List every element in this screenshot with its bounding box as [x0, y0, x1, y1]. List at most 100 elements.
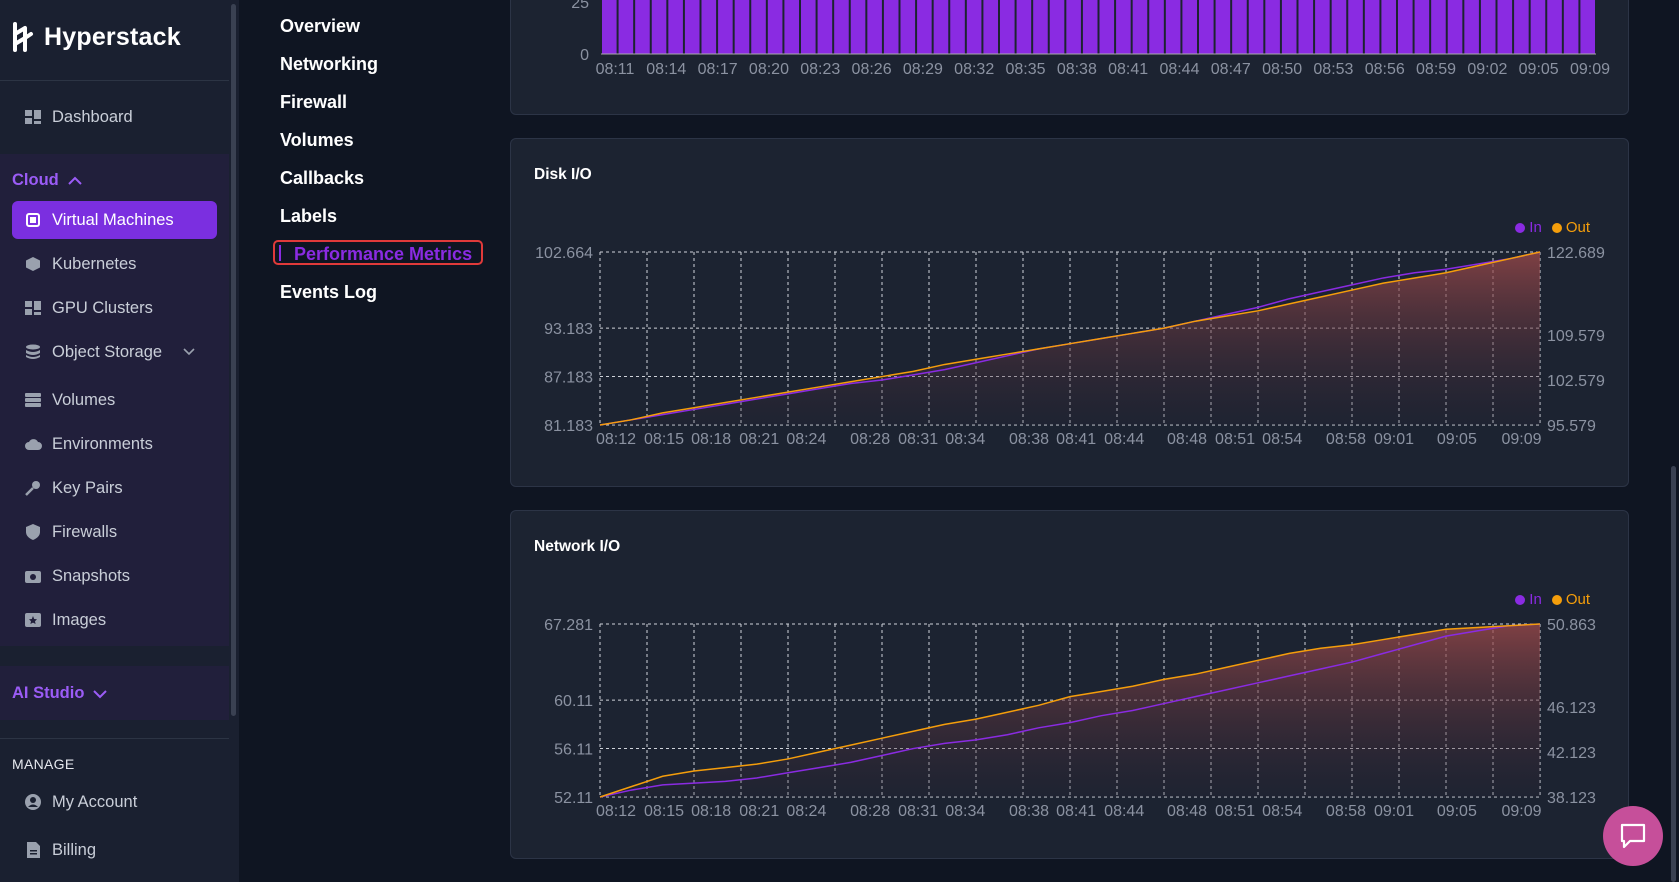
x-tick-label: 08:38: [1057, 61, 1097, 78]
x-tick-label: 08:53: [1313, 61, 1353, 78]
sidebar-item-virtual-machines[interactable]: Virtual Machines: [12, 201, 217, 239]
bar: [651, 0, 667, 54]
sidebar-item-object-storage[interactable]: Object Storage: [12, 333, 217, 371]
divider: [0, 80, 229, 81]
bar: [635, 0, 650, 54]
legend-label: In: [1529, 591, 1542, 608]
legend-in[interactable]: In: [1515, 219, 1542, 236]
y-tick-label: 67.281: [544, 617, 593, 634]
bar: [1398, 0, 1413, 54]
x-tick-label: 09:01: [1374, 803, 1414, 820]
x-tick-label: 08:24: [786, 431, 826, 448]
y-tick-label: 56.11: [554, 742, 593, 759]
database-icon: [24, 343, 42, 361]
legend-in[interactable]: In: [1515, 591, 1542, 608]
cloud-group-toggle[interactable]: Cloud: [12, 171, 83, 190]
bar: [1381, 0, 1396, 54]
sidebar-item-volumes[interactable]: Volumes: [12, 381, 217, 419]
chevron-down-icon: [183, 348, 195, 356]
tab-volumes[interactable]: Volumes: [280, 130, 354, 150]
sidebar-item-environments[interactable]: Environments: [12, 425, 217, 463]
ai-studio-group: [0, 666, 229, 720]
x-tick-label: 08:21: [739, 803, 779, 820]
bar: [1447, 0, 1463, 54]
x-tick-label: 08:12: [596, 803, 636, 820]
x-tick-label: 08:50: [1262, 61, 1302, 78]
bar: [917, 0, 932, 54]
sidebar-item-label: Volumes: [52, 390, 116, 409]
document-icon: [24, 841, 42, 859]
series-line-out: [599, 623, 1541, 798]
sidebar-item-kubernetes[interactable]: Kubernetes: [12, 245, 217, 283]
x-tick-label: 09:09: [1501, 803, 1541, 820]
sidebar-item-snapshots[interactable]: Snapshots: [12, 557, 217, 595]
bar: [1232, 0, 1247, 54]
y-right-tick-label: 109.579: [1547, 328, 1605, 345]
bar: [1464, 0, 1479, 54]
series-line-out: [599, 251, 1541, 426]
x-tick-label: 09:05: [1519, 61, 1559, 78]
bar: [1265, 0, 1280, 54]
x-tick-label: 08:47: [1211, 61, 1251, 78]
sidebar-item-label: Environments: [52, 434, 153, 453]
legend-label: In: [1529, 219, 1542, 236]
sidebar-item-dashboard[interactable]: Dashboard: [12, 98, 217, 136]
y-right-tick-label: 50.863: [1547, 617, 1596, 634]
sidebar-item-gpu-clusters[interactable]: GPU Clusters: [12, 289, 217, 327]
sidebar-item-label: Key Pairs: [52, 478, 123, 497]
x-tick-label: 08:38: [1009, 431, 1049, 448]
hyperstack-logo-icon: [13, 22, 33, 52]
tab-performance-metrics[interactable]: Performance Metrics: [294, 244, 473, 264]
sidebar-item-billing[interactable]: Billing: [12, 831, 217, 869]
bar: [1082, 0, 1098, 54]
bar: [767, 0, 783, 54]
tab-callbacks[interactable]: Callbacks: [280, 168, 365, 188]
y-tick-label: 87.183: [544, 370, 593, 387]
sidebar-item-label: Dashboard: [52, 107, 133, 126]
chat-support-button[interactable]: [1603, 806, 1663, 866]
cloud-group-label: Cloud: [12, 171, 59, 189]
brand-logo[interactable]: Hyperstack: [12, 22, 181, 52]
x-tick-label: 08:29: [903, 61, 943, 78]
network-io-card: Network I/O In Out 67.281 60.11 56.11 52.11…: [510, 510, 1629, 859]
tab-events-log[interactable]: Events Log: [280, 282, 378, 302]
x-tick-label: 08:51: [1215, 431, 1255, 448]
bar: [983, 0, 998, 54]
ai-studio-toggle[interactable]: AI Studio: [12, 684, 108, 703]
legend-out[interactable]: Out: [1551, 219, 1590, 236]
x-tick-label: 08:12: [596, 431, 636, 448]
bar: [1066, 0, 1081, 54]
page-scrollbar[interactable]: [1671, 466, 1676, 882]
bar: [966, 0, 982, 54]
sidebar-item-images[interactable]: Images: [12, 601, 217, 639]
sidebar-item-my-account[interactable]: My Account: [12, 783, 217, 821]
cube-icon: [24, 255, 42, 273]
bar: [900, 0, 916, 54]
x-tick-label: 08:18: [691, 803, 731, 820]
sidebar-item-firewalls[interactable]: Firewalls: [12, 513, 217, 551]
bar: [751, 0, 766, 54]
bar: [1364, 0, 1380, 54]
x-tick-label: 08:48: [1167, 803, 1207, 820]
sidebar-item-label: Firewalls: [52, 522, 118, 541]
y-tick-label: 0: [580, 47, 589, 64]
tab-firewall[interactable]: Firewall: [280, 92, 348, 112]
disk-icon: [24, 391, 42, 409]
bar: [1497, 0, 1513, 54]
x-tick-label: 08:48: [1167, 431, 1207, 448]
sidebar-scrollbar[interactable]: [231, 4, 236, 716]
x-tick-label: 08:28: [850, 431, 890, 448]
x-tick-label: 08:58: [1326, 431, 1366, 448]
sidebar-item-key-pairs[interactable]: Key Pairs: [12, 469, 217, 507]
legend-out[interactable]: Out: [1551, 591, 1590, 608]
user-icon: [24, 793, 42, 811]
bar: [1298, 0, 1314, 54]
sidebar-item-label: Kubernetes: [52, 254, 137, 273]
image-icon: [24, 611, 42, 629]
bar: [668, 0, 683, 54]
tab-networking[interactable]: Networking: [280, 54, 379, 74]
tab-overview[interactable]: Overview: [280, 16, 361, 36]
legend-label: Out: [1565, 591, 1590, 608]
tab-labels[interactable]: Labels: [280, 206, 338, 226]
bar: [933, 0, 949, 54]
